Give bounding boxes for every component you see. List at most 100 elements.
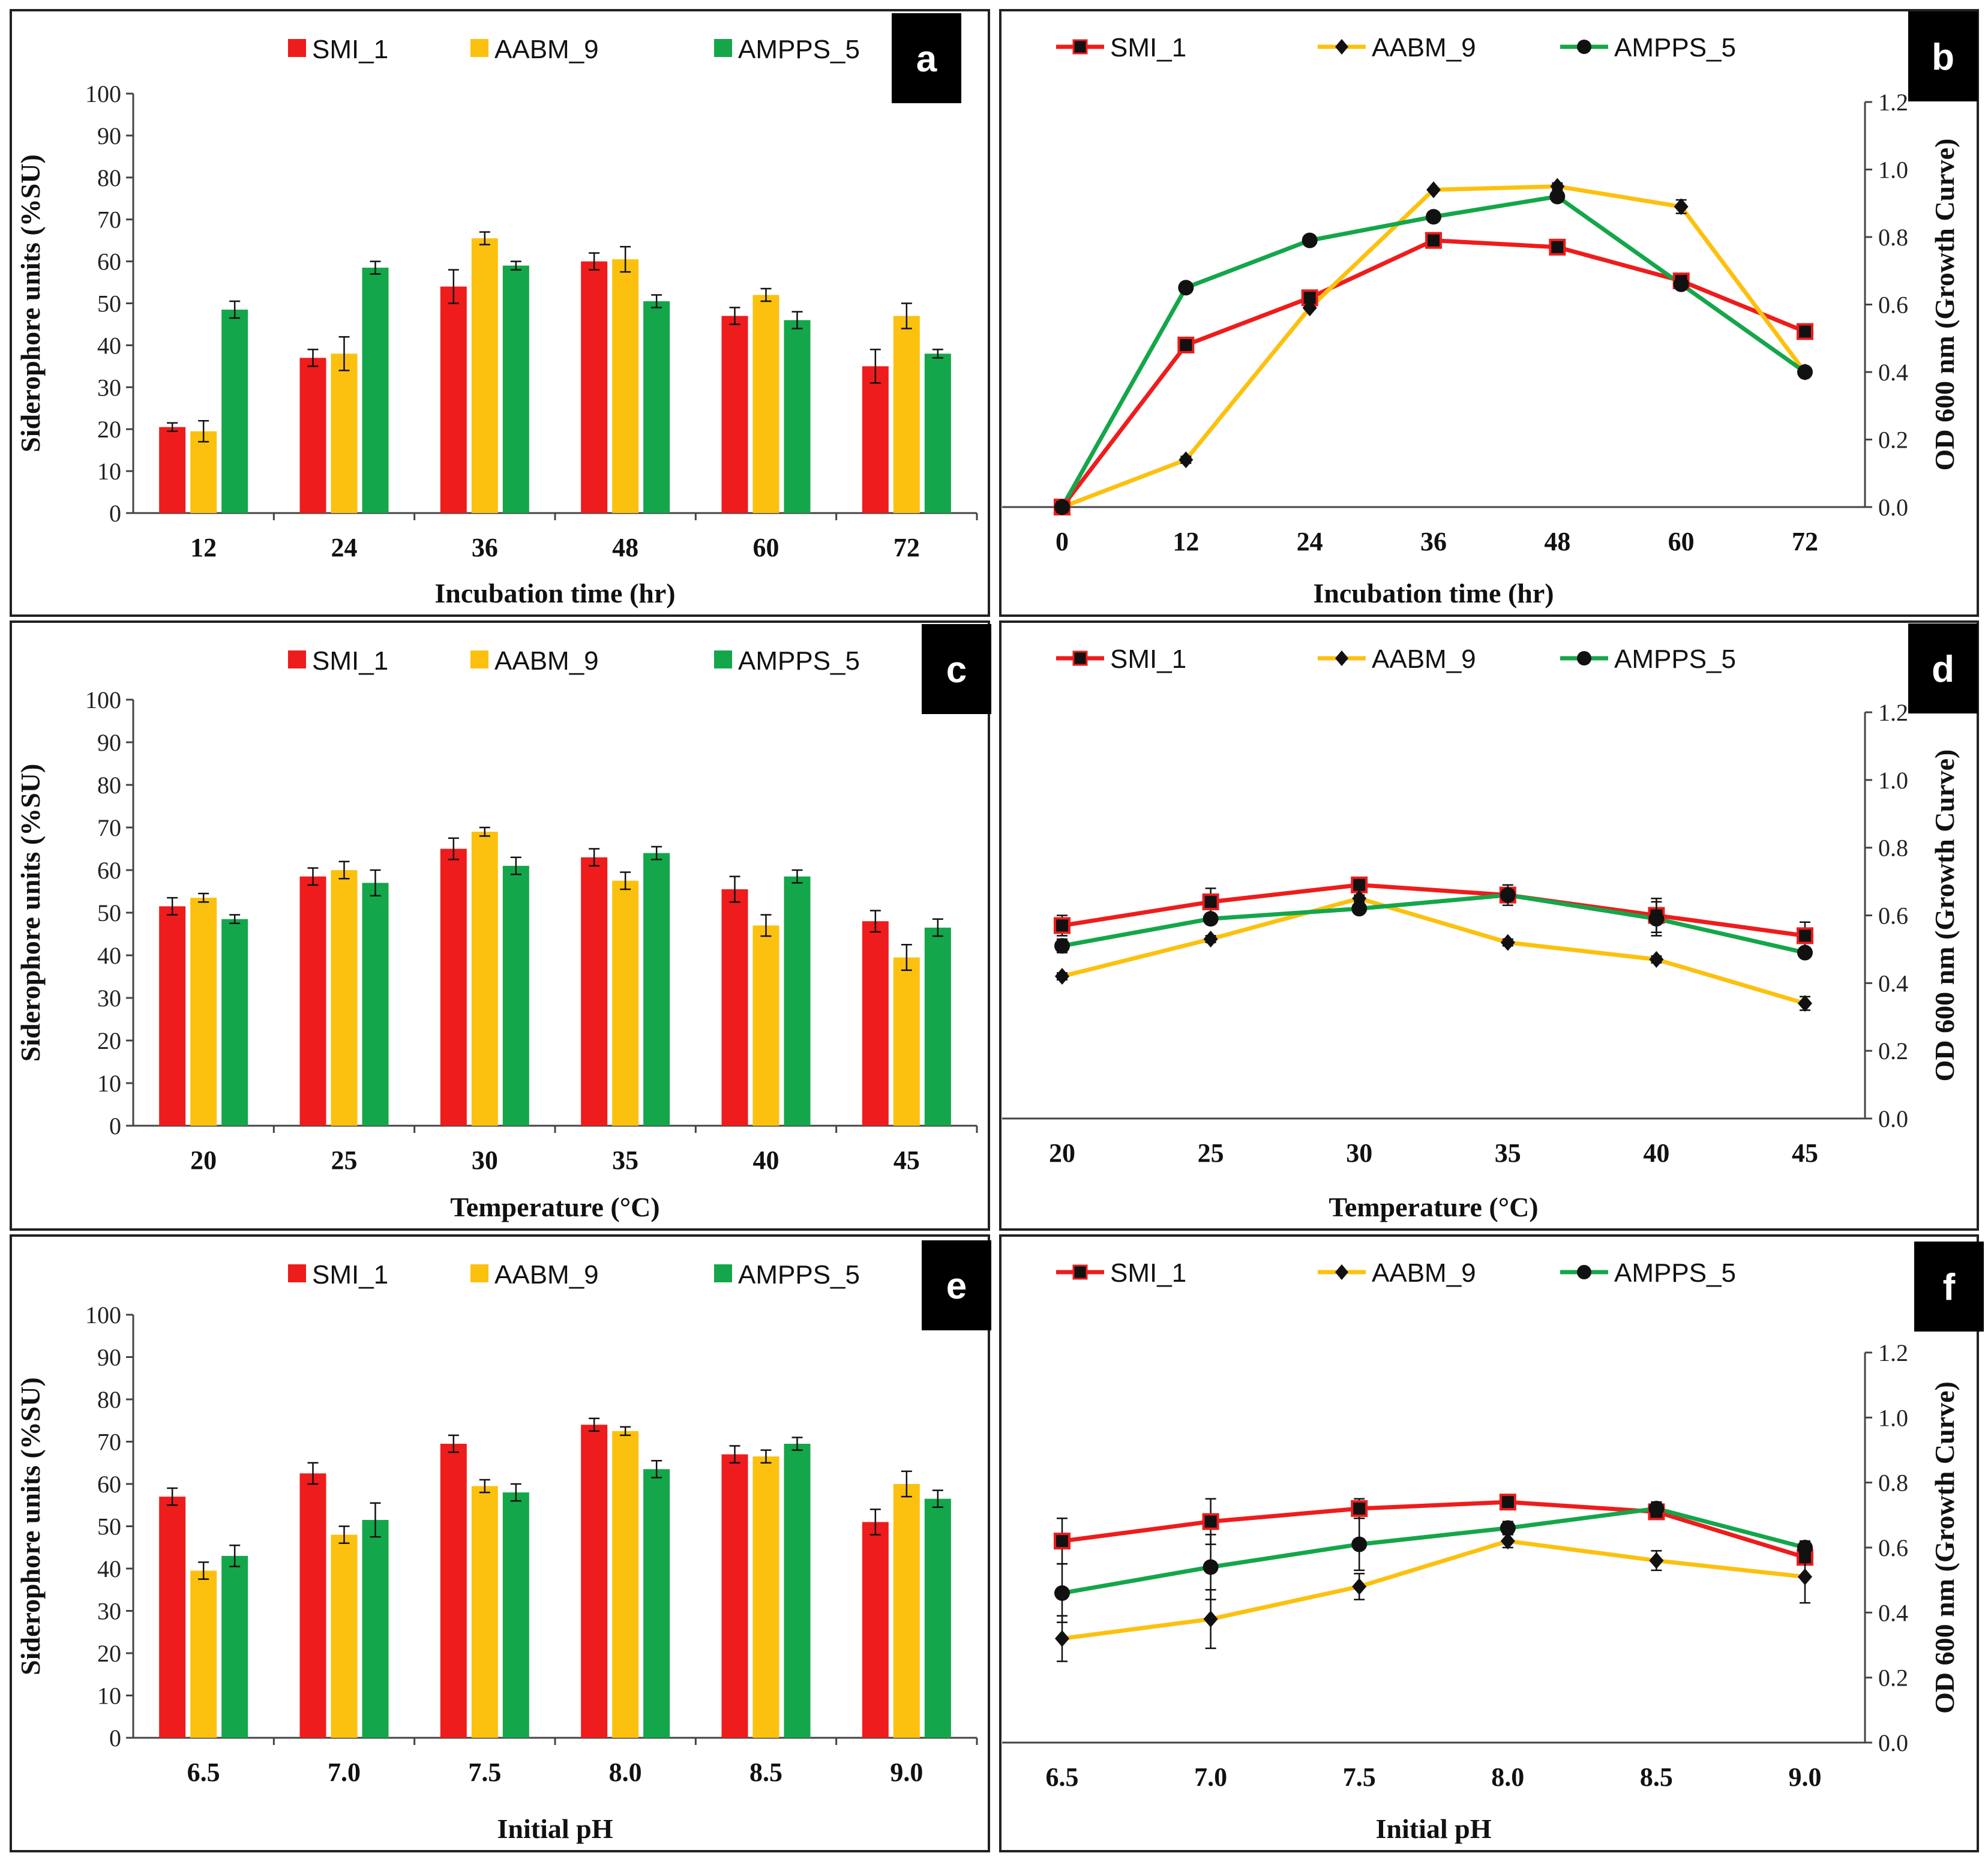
panel-c: 0 10 20 30 40 50 60 70 80 90 100 Siderophore units … [10,620,991,1231]
error-bar [901,1470,912,1498]
point-ampps_5 [1054,1585,1070,1601]
y-tick-label: 60 [97,248,121,275]
panel-b: 0.0 0.2 0.4 0.6 0.8 1.0 1.2 OD 600 nm (Growth C… [999,9,1979,617]
error-bar [479,1479,490,1494]
y-tick-label: 0.8 [1878,224,1908,251]
bar-aabm_9 [471,832,498,1126]
error-bar [620,245,631,273]
error-bar [869,349,881,384]
y-tick-label: 20 [97,1027,121,1054]
bar-aabm_9 [893,1484,920,1738]
bar-aabm_9 [331,1534,358,1738]
x-category-label: 8.0 [609,1758,642,1787]
y-tick-label: 80 [97,772,121,799]
y-tick-label: 90 [97,1344,121,1371]
panel-letter: e [946,1266,967,1307]
y-axis-title: OD 600 nm (Growth Curve) [1929,139,1960,471]
point-ampps_5 [1797,945,1813,961]
x-tick-label: 36 [1420,527,1447,556]
y-tick-label: 60 [97,1471,121,1498]
bar-ampps_5 [784,1444,811,1738]
x-category-label: 8.5 [749,1758,782,1787]
panel-border [10,620,990,1231]
panel-d: 0.0 0.2 0.4 0.6 0.8 1.0 1.2 OD 600 nm (Growth C… [999,620,1979,1231]
legend-label: AMPPS_5 [1614,33,1736,62]
point-smi_1 [1054,1533,1071,1550]
y-tick-label: 0.6 [1878,292,1908,319]
bar-ampps_5 [502,1492,529,1738]
error-bar [589,252,600,271]
bar-aabm_9 [190,1570,217,1738]
legend-swatch [288,39,306,57]
y-axis-title: Siderophore units (%SU) [15,1377,46,1675]
x-tick-label: 20 [1049,1138,1075,1168]
y-tick-label: 40 [97,942,121,969]
error-bar [932,918,943,937]
y-tick-label: 1.0 [1878,157,1908,184]
x-category-label: 6.5 [187,1758,220,1787]
x-tick-label: 72 [1792,527,1818,556]
point-smi_1 [1549,238,1566,256]
y-tick-label: 10 [97,1070,121,1097]
error-bar [932,349,943,359]
bar-ampps_5 [221,1555,248,1738]
x-tick-label: 60 [1668,527,1695,556]
line-smi_1 [1062,1500,1806,1560]
bar-ampps_5 [221,919,248,1126]
point-aabm_9 [1055,1630,1069,1647]
legend-swatch [288,1264,306,1282]
legend-label: AMPPS_5 [738,646,860,676]
error-bar [229,1544,241,1567]
bar-aabm_9 [752,295,779,513]
x-category-label: 48 [612,533,638,562]
line-smi_1 [1062,883,1806,938]
y-tick-label: 50 [97,290,121,317]
point-aabm_9 [1674,198,1689,215]
point-ampps_5 [1549,188,1566,205]
legend-label: AMPPS_5 [1614,644,1736,674]
panel-border [10,1234,990,1852]
point-ampps_5 [1673,276,1689,292]
error-bar [791,1437,803,1451]
legend-marker [1072,650,1088,666]
point-aabm_9 [1500,1533,1515,1550]
error-bar [338,1525,350,1544]
x-category-label: 45 [893,1146,920,1175]
bar-ampps_5 [924,1498,951,1738]
error-bar [229,300,241,319]
panel-letter-box [922,1240,991,1330]
error-bar [589,1417,600,1432]
y-tick-label: 0.4 [1878,359,1908,386]
error-bar [198,1561,209,1580]
y-tick-label: 1.0 [1878,767,1908,794]
y-tick-label: 70 [97,1429,121,1456]
bar-smi_1 [862,921,889,1126]
bar-smi_1 [440,1444,467,1738]
line-smi_1 [1060,238,1806,509]
legend-label: SMI_1 [1110,33,1186,62]
bar-smi_1 [440,286,467,513]
point-aabm_9 [1500,934,1515,951]
point-smi_1 [1351,876,1368,893]
panel-letter: f [1943,1267,1956,1308]
legend-label: AMPPS_5 [738,35,860,64]
x-category-label: 7.0 [328,1758,361,1787]
point-ampps_5 [1054,938,1070,954]
bar-aabm_9 [471,238,498,513]
panel-letter-box [1914,1242,1984,1332]
x-tick-label: 25 [1198,1138,1224,1168]
error-bar [620,1426,631,1437]
x-category-label: 12 [190,533,217,562]
error-bar [869,910,881,933]
panel-border [10,9,990,617]
point-smi_1 [1202,893,1219,910]
y-tick-label: 0 [109,1725,121,1752]
bar-smi_1 [721,889,748,1126]
x-tick-label: 30 [1346,1138,1372,1168]
y-tick-label: 0 [109,1113,121,1140]
legend-label: AABM_9 [494,35,599,64]
bar-smi_1 [159,427,186,513]
bar-aabm_9 [471,1486,498,1738]
y-tick-label: 60 [97,857,121,884]
x-axis-title: Temperature (°C) [450,1192,659,1222]
